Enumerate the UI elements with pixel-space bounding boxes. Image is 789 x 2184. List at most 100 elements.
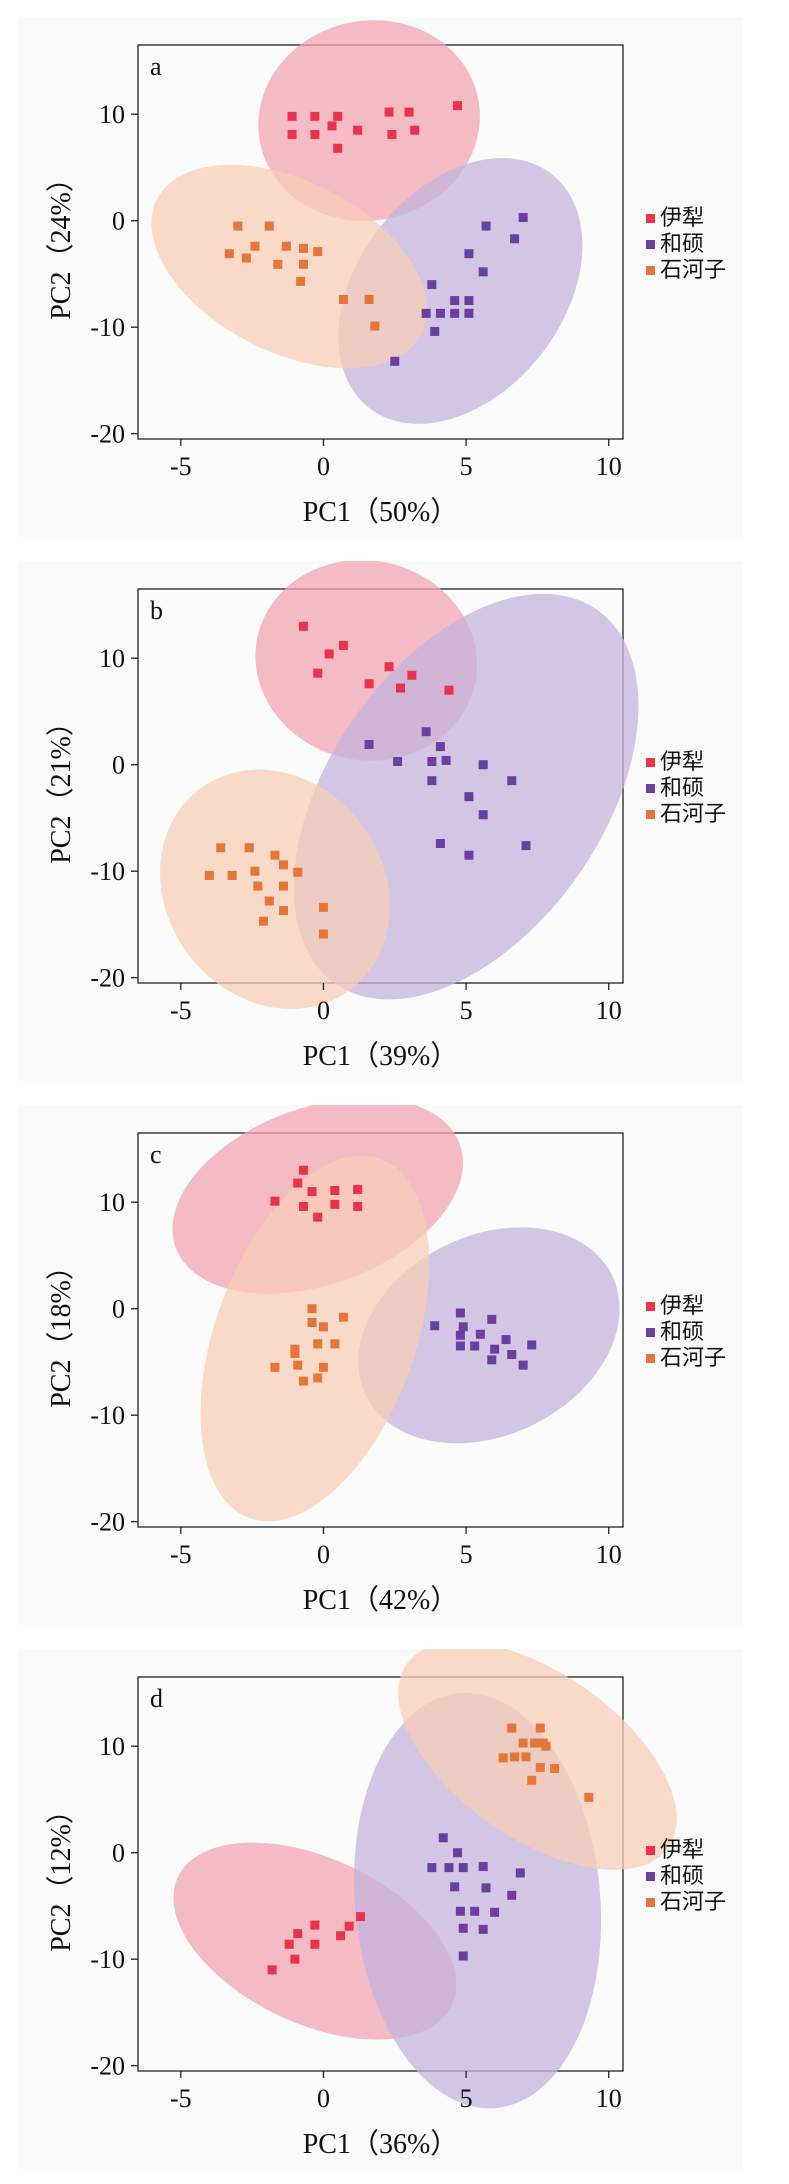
legend-label: 伊犁 bbox=[660, 206, 704, 231]
data-point bbox=[270, 1362, 280, 1372]
x-tick-label: -5 bbox=[170, 2084, 192, 2113]
data-point bbox=[216, 843, 226, 853]
data-point bbox=[307, 1304, 317, 1314]
confidence-ellipse bbox=[200, 1155, 430, 1522]
data-point bbox=[515, 1868, 525, 1878]
legend-label: 石河子 bbox=[660, 1346, 726, 1371]
confidence-ellipse bbox=[398, 1649, 677, 1870]
data-point bbox=[310, 129, 320, 139]
data-point bbox=[435, 839, 445, 849]
x-axis-label: PC1（39%） bbox=[303, 1040, 459, 1072]
y-tick-label: -20 bbox=[90, 1508, 125, 1537]
data-point bbox=[336, 1931, 346, 1941]
data-point bbox=[407, 670, 417, 680]
x-axis-label: PC1（36%） bbox=[303, 2128, 459, 2160]
data-point bbox=[458, 1863, 468, 1873]
pca-panel-a: -5 0 5 10 -20 -10 0 10 a PC1（50%） PC2（24%） 伊犁 和硕 石河子 bbox=[18, 17, 743, 537]
data-point bbox=[327, 121, 337, 131]
data-point bbox=[527, 1340, 537, 1350]
data-point bbox=[478, 1924, 488, 1934]
data-point bbox=[444, 1863, 454, 1873]
data-point bbox=[338, 640, 348, 650]
data-point bbox=[264, 221, 274, 231]
x-tick-label: 0 bbox=[317, 1540, 330, 1569]
data-point bbox=[338, 295, 348, 305]
data-point bbox=[507, 776, 517, 786]
data-point bbox=[364, 295, 374, 305]
data-point bbox=[464, 249, 474, 259]
data-point bbox=[281, 241, 291, 251]
y-tick-label: 0 bbox=[112, 1295, 125, 1324]
data-point bbox=[313, 668, 323, 678]
data-point bbox=[279, 860, 288, 870]
data-point bbox=[270, 1196, 280, 1206]
data-point bbox=[293, 1360, 303, 1370]
data-point bbox=[584, 1792, 594, 1802]
data-point bbox=[241, 253, 251, 263]
y-tick-label: -20 bbox=[90, 2052, 125, 2081]
data-point bbox=[475, 1329, 485, 1339]
data-point bbox=[535, 1763, 545, 1773]
data-point bbox=[356, 1912, 366, 1922]
data-point bbox=[410, 125, 420, 135]
data-point bbox=[290, 1348, 300, 1358]
legend-swatch bbox=[646, 784, 655, 793]
data-point bbox=[244, 843, 254, 853]
data-point bbox=[427, 757, 437, 767]
data-point bbox=[293, 867, 303, 877]
data-point bbox=[204, 870, 214, 880]
data-point bbox=[490, 1907, 500, 1917]
legend-swatch bbox=[646, 810, 655, 819]
data-point bbox=[390, 356, 400, 366]
data-point bbox=[279, 881, 288, 891]
data-point bbox=[313, 1212, 323, 1222]
legend-swatch bbox=[646, 1354, 655, 1363]
pca-panel-b: -5 0 5 10 -20 -10 0 10 b PC1（39%） PC2（21%） 伊犁 和硕 石河子 bbox=[18, 561, 743, 1081]
panel-letter: b bbox=[150, 596, 163, 625]
data-point bbox=[298, 1376, 308, 1386]
data-point bbox=[421, 308, 431, 318]
data-point bbox=[318, 929, 328, 939]
confidence-ellipse bbox=[151, 164, 427, 369]
data-point bbox=[518, 1360, 528, 1370]
data-point bbox=[338, 1312, 348, 1322]
legend-swatch bbox=[646, 1328, 655, 1337]
data-point bbox=[330, 1199, 340, 1209]
y-axis-label: PC2（18%） bbox=[45, 1252, 77, 1408]
panel-letter: d bbox=[150, 1684, 163, 1713]
data-point bbox=[324, 649, 334, 659]
data-point bbox=[478, 760, 488, 770]
data-point bbox=[478, 1862, 488, 1872]
data-point bbox=[427, 776, 437, 786]
y-tick-label: -10 bbox=[90, 313, 125, 342]
y-tick-label: 0 bbox=[112, 207, 125, 236]
data-point bbox=[330, 1186, 340, 1196]
legend-swatch bbox=[646, 1898, 655, 1907]
legend-swatch bbox=[646, 1846, 655, 1855]
data-point bbox=[395, 683, 405, 693]
data-point bbox=[541, 1741, 551, 1751]
x-tick-label: 10 bbox=[596, 2084, 622, 2113]
data-point bbox=[470, 1906, 480, 1916]
data-point bbox=[450, 296, 460, 306]
data-point bbox=[550, 1764, 560, 1774]
data-point bbox=[535, 1723, 545, 1733]
y-tick-label: -10 bbox=[90, 1401, 125, 1430]
data-point bbox=[487, 1314, 497, 1324]
data-point bbox=[427, 1863, 437, 1873]
data-point bbox=[507, 1723, 517, 1733]
data-point bbox=[307, 1187, 317, 1197]
data-point bbox=[298, 621, 308, 631]
data-point bbox=[318, 902, 328, 912]
legend-label: 伊犁 bbox=[660, 1838, 704, 1863]
data-point bbox=[430, 326, 440, 336]
data-point bbox=[310, 111, 320, 121]
data-point bbox=[364, 739, 374, 749]
data-point bbox=[455, 1341, 465, 1351]
y-tick-label: 10 bbox=[99, 644, 125, 673]
x-tick-label: 10 bbox=[596, 1540, 622, 1569]
data-point bbox=[527, 1775, 537, 1785]
